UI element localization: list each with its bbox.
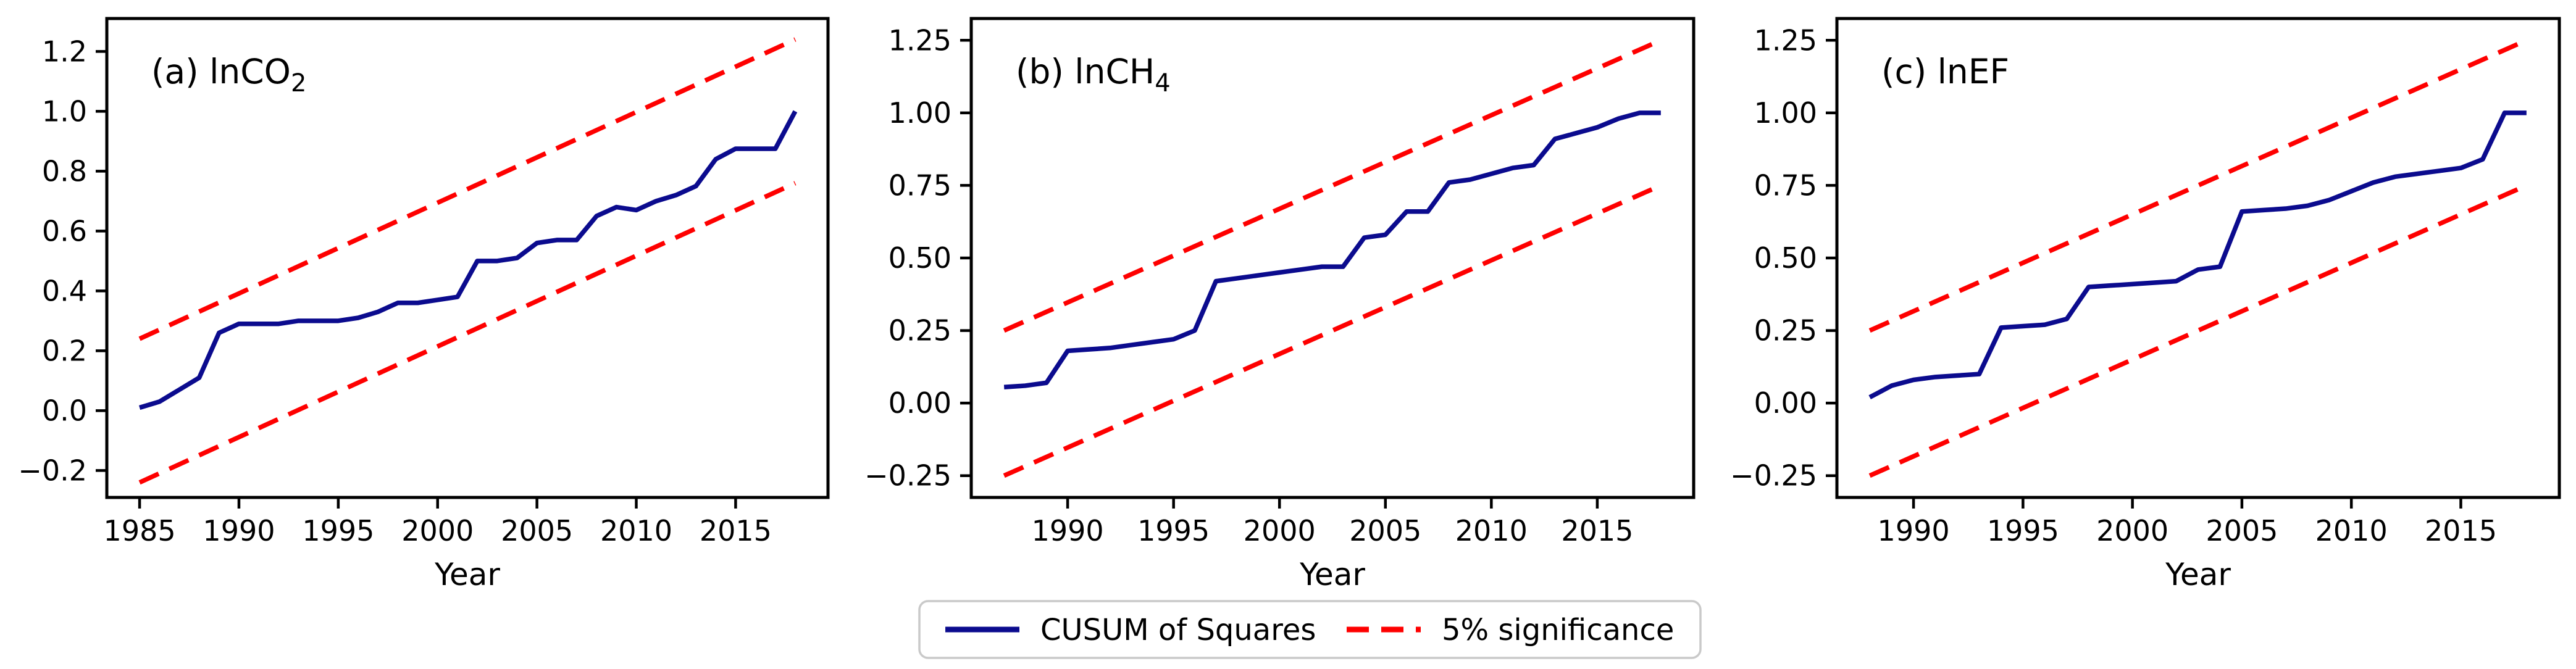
x-tick-label: 2010 bbox=[2315, 514, 2388, 547]
x-tick-label: 2015 bbox=[2425, 514, 2497, 547]
axes-frame bbox=[105, 17, 830, 499]
y-tick-label: 0.00 bbox=[1754, 386, 1817, 420]
x-tick-label: 2005 bbox=[2206, 514, 2278, 547]
x-tick-label: 1995 bbox=[1987, 514, 2059, 547]
x-tick-label: 2015 bbox=[700, 514, 772, 547]
legend-box bbox=[918, 600, 1702, 659]
x-axis-label: Year bbox=[434, 557, 500, 592]
y-tick-label: 0.4 bbox=[42, 274, 87, 307]
y-tick-label: 0.50 bbox=[889, 241, 951, 275]
x-axis-label: Year bbox=[2165, 557, 2231, 592]
legend: CUSUM of Squares 5% significance bbox=[918, 600, 1702, 659]
y-tick-label: 1.2 bbox=[42, 35, 87, 68]
significance-upper-line bbox=[1868, 38, 2528, 333]
x-tick-label: 2010 bbox=[600, 514, 672, 547]
legend-significance-label: 5% significance bbox=[1442, 613, 1674, 647]
y-tick-label: 1.00 bbox=[1754, 96, 1817, 130]
cusum-line bbox=[139, 110, 798, 410]
panel-b: −0.25 0.00 0.25 0.50 0.75 1.00 1.25 1990 1995 200… bbox=[864, 17, 1696, 592]
y-tick-label: 1.25 bbox=[889, 23, 951, 57]
y-tick-label: 0.75 bbox=[889, 168, 951, 202]
x-tick-label: 1985 bbox=[104, 514, 176, 547]
y-tick-label: −0.2 bbox=[18, 454, 87, 487]
y-tick-label: 0.2 bbox=[42, 334, 87, 367]
cusum-line bbox=[1003, 110, 1661, 390]
x-tick-label: 2000 bbox=[401, 514, 474, 547]
panel-title: (c) lnEF bbox=[1881, 52, 2009, 91]
significance-lower-line bbox=[1868, 183, 2528, 478]
y-tick-label: 0.6 bbox=[42, 214, 87, 247]
significance-upper-line bbox=[138, 37, 797, 341]
x-tick-label: 2000 bbox=[2096, 514, 2168, 547]
significance-lower-line bbox=[1003, 183, 1662, 478]
y-tick-label: 0.0 bbox=[42, 394, 87, 427]
y-tick-label: 1.00 bbox=[889, 96, 951, 130]
x-tick-label: 2015 bbox=[1561, 514, 1633, 547]
x-tick-label: 1995 bbox=[302, 514, 374, 547]
x-tick-label: 2005 bbox=[501, 514, 573, 547]
panel-c: −0.25 0.00 0.25 0.50 0.75 1.00 1.25 1990 1995 200… bbox=[1730, 17, 2561, 592]
y-tick-label: 0.75 bbox=[1754, 168, 1817, 202]
y-tick-label: 0.25 bbox=[1754, 314, 1817, 347]
significance-lower-line bbox=[138, 181, 797, 485]
y-tick-label: 1.0 bbox=[42, 94, 87, 128]
panel-title: (b) lnCH4 bbox=[1016, 52, 1171, 98]
y-tick-label: 0.25 bbox=[889, 314, 951, 347]
significance-upper-line bbox=[1003, 38, 1662, 333]
y-tick-label: 0.00 bbox=[889, 386, 951, 420]
y-tick-label: 1.25 bbox=[1754, 23, 1817, 57]
cusum-line bbox=[1868, 110, 2527, 400]
y-tick-label: 0.50 bbox=[1754, 241, 1817, 275]
y-tick-label: 0.8 bbox=[42, 154, 87, 188]
x-tick-label: 1990 bbox=[1878, 514, 1950, 547]
x-tick-label: 2010 bbox=[1455, 514, 1528, 547]
panel-title: (a) lnCO2 bbox=[151, 52, 306, 98]
y-tick-label: −0.25 bbox=[864, 459, 951, 492]
x-tick-label: 2000 bbox=[1244, 514, 1316, 547]
y-tick-label: −0.25 bbox=[1730, 459, 1817, 492]
legend-cusum-label: CUSUM of Squares bbox=[1040, 613, 1316, 647]
x-tick-label: 2005 bbox=[1349, 514, 1421, 547]
x-tick-label: 1990 bbox=[1032, 514, 1104, 547]
x-tick-label: 1995 bbox=[1137, 514, 1210, 547]
panel-a: −0.2 0.0 0.2 0.4 0.6 0.8 1.0 1.2 1985 1990 1995 200… bbox=[18, 17, 830, 592]
x-tick-label: 1990 bbox=[203, 514, 275, 547]
x-axis-label: Year bbox=[1299, 557, 1365, 592]
